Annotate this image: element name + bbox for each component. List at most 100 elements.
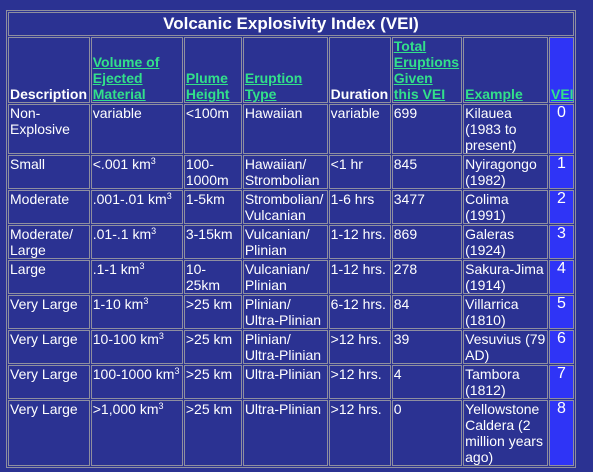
volume-exponent: 3	[174, 366, 180, 376]
cell-total-eruptions: 699	[391, 104, 463, 154]
cell-total-eruptions: 278	[391, 260, 463, 294]
cell-vei: 5	[549, 295, 574, 329]
cell-volume: variable	[90, 104, 183, 154]
cell-eruption-type: Ultra-Plinian	[242, 365, 328, 399]
cell-total-eruptions: 845	[391, 155, 463, 189]
cell-vei: 2	[549, 190, 574, 224]
cell-total-eruptions: 0	[391, 400, 463, 466]
cell-duration: 1-12 hrs.	[328, 260, 391, 294]
cell-duration: 6-12 hrs.	[328, 295, 391, 329]
header-duration: Duration	[328, 37, 391, 103]
cell-duration: <1 hr	[328, 155, 391, 189]
cell-volume: .001-.01 km3	[90, 190, 183, 224]
cell-duration: 1-12 hrs.	[328, 225, 391, 259]
cell-plume-height: 3-15km	[183, 225, 242, 259]
cell-vei: 4	[549, 260, 574, 294]
vei-table-frame: Volcanic Explosivity Index (VEI) Descrip…	[6, 10, 576, 468]
cell-volume: <.001 km3	[90, 155, 183, 189]
table-row: Very Large >1,000 km3 >25 km Ultra-Plinian >…	[8, 400, 574, 466]
cell-duration: >12 hrs.	[328, 400, 391, 466]
cell-eruption-type: Plinian/ Ultra-Plinian	[242, 295, 328, 329]
cell-plume-height: 100-1000m	[183, 155, 242, 189]
cell-description: Moderate	[8, 190, 90, 224]
header-total-eruptions-link[interactable]: Total Eruptions Given this VEI	[393, 38, 460, 102]
cell-vei: 1	[549, 155, 574, 189]
cell-volume: >1,000 km3	[90, 400, 183, 466]
volume-value: variable	[92, 105, 142, 121]
cell-eruption-type: Plinian/ Ultra-Plinian	[242, 330, 328, 364]
cell-vei: 3	[549, 225, 574, 259]
cell-duration: 1-6 hrs	[328, 190, 391, 224]
cell-volume: 100-1000 km3	[90, 365, 183, 399]
cell-vei: 6	[549, 330, 574, 364]
header-description: Description	[8, 37, 90, 103]
volume-exponent: 3	[158, 401, 164, 411]
cell-description: Very Large	[8, 400, 90, 466]
cell-example: Nyiragongo (1982)	[463, 155, 548, 189]
volume-value: 1-10 km	[92, 296, 144, 312]
cell-vei: 0	[549, 104, 574, 154]
cell-volume: 10-100 km3	[90, 330, 183, 364]
cell-plume-height: 10-25km	[183, 260, 242, 294]
cell-example: Galeras (1924)	[463, 225, 548, 259]
header-volume-link[interactable]: Volume of Ejected Material	[92, 54, 160, 102]
cell-eruption-type: Strombolian/ Vulcanian	[242, 190, 328, 224]
cell-plume-height: >25 km	[183, 330, 242, 364]
cell-total-eruptions: 39	[391, 330, 463, 364]
cell-total-eruptions: 3477	[391, 190, 463, 224]
cell-example: Vesuvius (79 AD)	[463, 330, 548, 364]
cell-description: Moderate/ Large	[8, 225, 90, 259]
volume-exponent: 3	[166, 191, 172, 201]
header-example-link[interactable]: Example	[465, 86, 523, 102]
volume-value: .01-.1 km	[92, 226, 152, 242]
cell-duration: >12 hrs.	[328, 365, 391, 399]
cell-eruption-type: Hawaiian	[242, 104, 328, 154]
header-eruption-type-link[interactable]: Eruption Type	[244, 70, 303, 102]
volume-value: <.001 km	[92, 156, 151, 172]
table-row: Moderate/ Large .01-.1 km3 3-15km Vulcanian…	[8, 225, 574, 259]
cell-example: Colima (1991)	[463, 190, 548, 224]
cell-description: Very Large	[8, 365, 90, 399]
cell-description: Small	[8, 155, 90, 189]
cell-example: Villarrica (1810)	[463, 295, 548, 329]
table-row: Moderate .001-.01 km3 1-5km Strombolian/ Vu…	[8, 190, 574, 224]
cell-plume-height: 1-5km	[183, 190, 242, 224]
cell-total-eruptions: 4	[391, 365, 463, 399]
table-row: Small <.001 km3 100-1000m Hawaiian/ Strombo…	[8, 155, 574, 189]
cell-plume-height: >25 km	[183, 400, 242, 466]
cell-eruption-type: Vulcanian/ Plinian	[242, 260, 328, 294]
volume-exponent: 3	[151, 226, 157, 236]
cell-description: Very Large	[8, 295, 90, 329]
cell-eruption-type: Ultra-Plinian	[242, 400, 328, 466]
cell-plume-height: >25 km	[183, 365, 242, 399]
header-plume-link[interactable]: Plume Height	[185, 70, 230, 102]
cell-eruption-type: Vulcanian/ Plinian	[242, 225, 328, 259]
cell-volume: .01-.1 km3	[90, 225, 183, 259]
volume-value: 10-100 km	[92, 331, 159, 347]
cell-example: Yellowstone Caldera (2 million years ago…	[463, 400, 548, 466]
cell-plume-height: >25 km	[183, 295, 242, 329]
cell-vei: 7	[549, 365, 574, 399]
table-row: Non-Explosive variable <100m Hawaiian variab…	[8, 104, 574, 154]
header-vei-link[interactable]: VEI	[551, 86, 574, 102]
table-row: Very Large 100-1000 km3 >25 km Ultra-Plinia…	[8, 365, 574, 399]
cell-duration: >12 hrs.	[328, 330, 391, 364]
cell-plume-height: <100m	[183, 104, 242, 154]
cell-total-eruptions: 84	[391, 295, 463, 329]
table-row: Large .1-1 km3 10-25km Vulcanian/ Plinian 1-…	[8, 260, 574, 294]
volume-value: .1-1 km	[92, 261, 140, 277]
table-row: Very Large 10-100 km3 >25 km Plinian/ Ultra…	[8, 330, 574, 364]
vei-table-body: Non-Explosive variable <100m Hawaiian variab…	[8, 104, 574, 466]
cell-description: Non-Explosive	[8, 104, 90, 154]
volume-exponent: 3	[150, 156, 156, 166]
cell-volume: .1-1 km3	[90, 260, 183, 294]
volume-value: .001-.01 km	[92, 191, 167, 207]
cell-vei: 8	[549, 400, 574, 466]
table-title: Volcanic Explosivity Index (VEI)	[8, 12, 574, 36]
cell-example: Tambora (1812)	[463, 365, 548, 399]
cell-total-eruptions: 869	[391, 225, 463, 259]
volume-value: >1,000 km	[92, 401, 159, 417]
cell-description: Large	[8, 260, 90, 294]
cell-eruption-type: Hawaiian/ Strombolian	[242, 155, 328, 189]
cell-example: Sakura-Jima (1914)	[463, 260, 548, 294]
